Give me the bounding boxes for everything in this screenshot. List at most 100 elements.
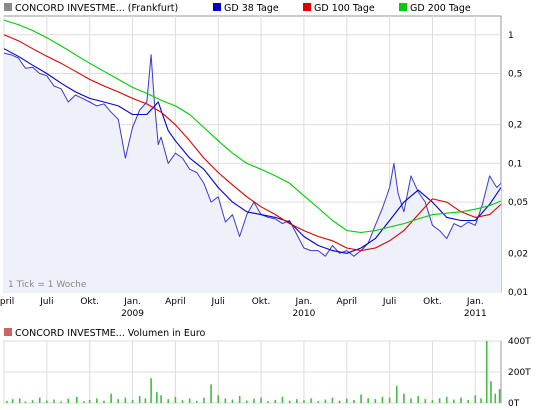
volume-bar <box>498 389 501 403</box>
volume-bar <box>467 399 469 403</box>
x-tick-label: Juli <box>382 297 396 307</box>
price-y-tick-label: 0,2 <box>508 121 522 131</box>
volume-bar <box>485 341 488 403</box>
volume-bar <box>310 398 312 403</box>
x-tick-label: Jan. <box>466 297 484 307</box>
volume-bar <box>38 397 41 403</box>
volume-bar <box>345 398 348 403</box>
price-y-tick-label: 0,5 <box>508 70 522 80</box>
volume-bar <box>217 395 220 403</box>
volume-bar <box>494 393 497 403</box>
price-series-lines <box>3 19 502 257</box>
volume-bar <box>445 396 448 403</box>
volume-y-tick-label: 400T <box>508 337 531 347</box>
volume-y-tick-labels: 400T 200T 0T <box>508 337 531 409</box>
series-line-3 <box>3 19 502 234</box>
x-tick-label: Okt. <box>423 297 442 307</box>
x-tick-year-label: 2010 <box>292 309 315 319</box>
x-tick-year-label: 2011 <box>464 309 487 319</box>
price-y-tick-label: 0,05 <box>508 198 528 208</box>
legend-swatch-gd200 <box>399 3 407 11</box>
volume-bar <box>188 398 191 403</box>
legend-label-price: CONCORD INVESTME... (Frankfurt) <box>15 3 178 14</box>
volume-bar <box>88 399 91 403</box>
legend-label-volume: CONCORD INVESTME... Volumen in Euro <box>15 328 206 339</box>
volume-bar <box>53 399 55 403</box>
x-tick-label: Juli <box>211 297 225 307</box>
x-tick-year-label: 2009 <box>121 309 144 319</box>
x-tick-label: April <box>336 297 357 307</box>
volume-bar <box>144 398 147 403</box>
volume-bar <box>103 400 105 403</box>
x-tick-label: Okt. <box>80 297 99 307</box>
volume-bar <box>367 398 369 403</box>
price-y-tick-label: 0,01 <box>508 288 528 298</box>
x-tick-label: Jan. <box>295 297 313 307</box>
volume-bar <box>267 401 270 403</box>
volume-y-tick-label: 200T <box>508 368 531 378</box>
volume-bar <box>174 396 177 403</box>
volume-bar <box>360 394 362 403</box>
volume-bar <box>410 398 412 403</box>
volume-bar <box>424 399 427 403</box>
price-area-fill <box>4 53 501 292</box>
volume-bar <box>160 395 162 403</box>
price-legend: CONCORD INVESTME... (Frankfurt) GD 38 Ta… <box>4 3 471 14</box>
volume-bar <box>353 399 355 403</box>
x-tick-label: Juli <box>39 297 53 307</box>
volume-bar <box>417 396 419 403</box>
volume-bar <box>83 401 85 403</box>
x-tick-label: April <box>0 297 14 307</box>
price-y-tick-labels: 1 0,5 0,2 0,1 0,05 0,02 0,01 <box>508 31 528 298</box>
volume-bar <box>453 399 455 403</box>
volume-bars <box>6 341 501 403</box>
volume-bar <box>181 400 184 403</box>
volume-y-tick-label: 0T <box>508 399 520 409</box>
volume-bar <box>131 399 134 403</box>
volume-bar <box>117 399 120 403</box>
volume-bar <box>167 399 170 403</box>
x-tick-labels: April Juli Okt. Jan. 2009 April Juli Okt. Jan. 20… <box>0 297 487 319</box>
volume-bar <box>231 399 234 403</box>
volume-bar <box>18 398 21 403</box>
volume-bar <box>60 401 62 403</box>
volume-bar <box>124 397 127 403</box>
series-line-1 <box>3 48 502 254</box>
series-line-2 <box>3 34 502 252</box>
volume-bar <box>303 400 305 403</box>
volume-bar <box>245 400 248 403</box>
volume-bar <box>460 397 462 403</box>
price-y-tick-label: 0,1 <box>508 159 522 169</box>
volume-bar <box>403 393 405 403</box>
volume-bar <box>381 396 384 403</box>
volume-bar <box>6 401 8 403</box>
volume-bar <box>338 400 341 403</box>
volume-bar <box>331 397 334 403</box>
x-tick-label: April <box>165 297 186 307</box>
volume-bar <box>138 396 141 403</box>
price-y-tick-label: 0,02 <box>508 249 528 259</box>
volume-bar <box>46 400 48 403</box>
x-tick-label: Okt. <box>252 297 271 307</box>
volume-bar <box>274 399 277 403</box>
legend-swatch-volume <box>4 328 12 336</box>
volume-bar <box>388 397 391 403</box>
volume-bar <box>480 398 482 403</box>
tick-annotation: 1 Tick = 1 Woche <box>8 280 87 290</box>
volume-gridlines <box>3 340 501 404</box>
volume-bar <box>288 400 291 403</box>
price-y-tick-label: 1 <box>508 31 514 41</box>
volume-bar <box>324 399 327 403</box>
volume-bar <box>196 401 198 403</box>
volume-bar <box>76 396 78 403</box>
volume-bar <box>438 398 441 403</box>
volume-bar <box>281 396 284 403</box>
volume-bar <box>150 378 152 403</box>
legend-swatch-gd38 <box>213 3 221 11</box>
volume-bar <box>474 395 477 403</box>
legend-label-gd100: GD 100 Tage <box>314 3 375 14</box>
legend-swatch-price <box>4 3 12 11</box>
volume-bar <box>490 381 492 403</box>
volume-bar <box>24 401 27 403</box>
